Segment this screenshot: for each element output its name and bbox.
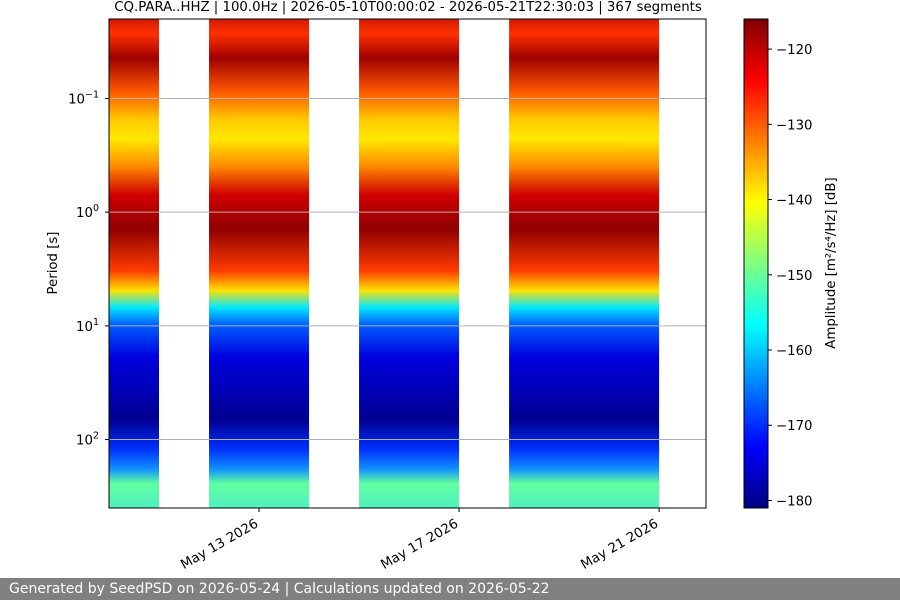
colorbar-tick-label: −160 bbox=[776, 344, 813, 359]
footer-bar: Generated by SeedPSD on 2026-05-24 | Cal… bbox=[0, 578, 900, 600]
x-tick-label: May 21 2026 bbox=[579, 516, 662, 572]
y-tick-label: 101 bbox=[76, 317, 99, 335]
colorbar-tick-label: −130 bbox=[776, 118, 813, 133]
psd-chart: CQ.PARA..HHZ | 100.0Hz | 2026-05-10T00:0… bbox=[46, 0, 839, 573]
x-ticks: May 13 2026 May 17 2026 May 21 2026 bbox=[178, 508, 661, 573]
colorbar-scale bbox=[743, 18, 769, 509]
data-block-4 bbox=[509, 19, 660, 508]
y-tick-label: 10−1 bbox=[68, 89, 99, 107]
colorbar-tick-label: −140 bbox=[776, 194, 813, 209]
y-axis-label: Period [s] bbox=[46, 232, 61, 295]
colorbar-tick-label: −180 bbox=[776, 494, 813, 509]
x-tick-label: May 17 2026 bbox=[378, 516, 461, 572]
colorbar: −120 −130 −140 −150 −160 −170 −180 Amplitude [… bbox=[743, 18, 839, 509]
x-tick-label: May 13 2026 bbox=[178, 516, 261, 572]
chart-title: CQ.PARA..HHZ | 100.0Hz | 2026-05-10T00:0… bbox=[114, 0, 702, 15]
footer-text: Generated by SeedPSD on 2026-05-24 | Cal… bbox=[9, 581, 550, 597]
colorbar-ticks: −120 −130 −140 −150 −160 −170 −180 bbox=[768, 43, 813, 509]
y-tick-label: 102 bbox=[76, 431, 99, 449]
plot-frame bbox=[108, 18, 707, 509]
data-block-1 bbox=[108, 19, 160, 508]
gridlines bbox=[109, 97, 706, 441]
colorbar-tick-label: −170 bbox=[776, 419, 813, 434]
data-blocks bbox=[108, 19, 660, 508]
data-block-2 bbox=[209, 19, 310, 508]
colorbar-label: Amplitude [m²/s⁴/Hz] [dB] bbox=[824, 177, 839, 348]
y-tick-label: 100 bbox=[76, 203, 99, 221]
y-ticks: 10−1 100 101 102 bbox=[68, 89, 109, 449]
data-block-3 bbox=[359, 19, 460, 508]
colorbar-tick-label: −120 bbox=[776, 43, 813, 58]
colorbar-tick-label: −150 bbox=[776, 269, 813, 284]
